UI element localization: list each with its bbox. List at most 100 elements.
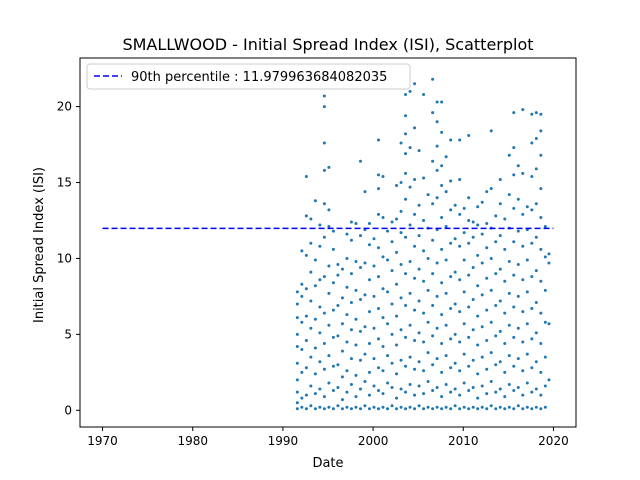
- data-point: [503, 370, 507, 374]
- data-point: [413, 276, 417, 280]
- data-point: [476, 407, 480, 411]
- data-point: [444, 190, 448, 194]
- data-point: [390, 361, 394, 365]
- data-point: [386, 407, 390, 411]
- data-point: [507, 354, 511, 358]
- data-point: [547, 252, 551, 256]
- data-point: [440, 130, 444, 134]
- data-point: [413, 244, 417, 248]
- data-point: [304, 214, 308, 218]
- data-point: [322, 275, 326, 279]
- data-point: [539, 153, 543, 157]
- data-point: [471, 386, 475, 390]
- data-point: [431, 111, 435, 115]
- y-axis-ticks: 0 5 10 15 20: [57, 100, 80, 417]
- data-point: [395, 372, 399, 376]
- data-point: [503, 311, 507, 315]
- data-point: [480, 261, 484, 265]
- legend-box: [86, 63, 411, 90]
- data-point: [444, 405, 448, 409]
- data-point: [413, 308, 417, 312]
- data-point: [512, 206, 516, 210]
- data-point: [345, 390, 349, 394]
- data-point: [390, 386, 394, 390]
- data-point: [467, 305, 471, 309]
- data-point: [377, 275, 380, 279]
- data-point: [295, 401, 299, 405]
- data-point: [422, 407, 426, 411]
- data-point: [354, 405, 358, 409]
- data-point: [458, 407, 462, 411]
- data-point: [377, 246, 380, 250]
- data-point: [336, 263, 340, 267]
- data-point: [345, 313, 349, 317]
- data-point: [507, 382, 511, 386]
- data-point: [358, 266, 362, 270]
- data-point: [354, 259, 358, 263]
- data-point: [336, 334, 340, 338]
- data-point: [395, 314, 399, 318]
- data-point: [547, 261, 551, 265]
- data-point: [521, 310, 525, 314]
- data-point: [295, 378, 299, 382]
- data-point: [539, 341, 543, 345]
- data-point: [386, 229, 390, 233]
- data-point: [476, 314, 480, 318]
- data-point: [485, 276, 489, 280]
- data-point: [435, 100, 439, 104]
- data-point: [395, 343, 399, 347]
- data-point: [358, 358, 362, 362]
- data-point: [507, 193, 511, 197]
- data-point: [367, 407, 371, 411]
- data-point: [295, 345, 299, 349]
- data-point: [453, 361, 457, 365]
- data-point: [422, 392, 426, 396]
- data-point: [480, 355, 484, 359]
- data-point: [327, 264, 331, 268]
- data-point: [458, 340, 462, 344]
- data-point: [489, 379, 493, 383]
- data-point: [304, 393, 308, 397]
- data-point: [349, 300, 353, 304]
- data-point: [399, 181, 403, 185]
- data-point: [322, 168, 326, 172]
- data-point: [458, 393, 462, 397]
- data-point: [408, 185, 412, 189]
- data-point: [331, 364, 335, 368]
- data-point: [539, 187, 543, 191]
- data-point: [458, 212, 462, 216]
- data-point: [539, 393, 543, 397]
- data-point: [404, 272, 408, 276]
- data-point: [512, 173, 516, 177]
- data-point: [404, 197, 408, 201]
- data-point: [381, 255, 385, 259]
- data-point: [300, 396, 304, 400]
- data-point: [530, 390, 534, 394]
- data-point: [372, 326, 376, 330]
- scatter-points: [295, 77, 551, 411]
- data-point: [390, 332, 394, 336]
- data-point: [318, 360, 322, 364]
- data-point: [395, 250, 399, 254]
- data-point: [327, 354, 331, 358]
- data-point: [516, 294, 520, 298]
- data-point: [404, 235, 408, 239]
- data-point: [539, 129, 543, 133]
- data-point: [543, 405, 547, 409]
- data-point: [539, 311, 543, 315]
- data-point: [408, 146, 412, 150]
- data-point: [543, 255, 547, 259]
- data-point: [440, 395, 444, 399]
- data-point: [485, 407, 489, 411]
- data-point: [431, 159, 435, 163]
- data-point: [322, 94, 326, 98]
- data-point: [413, 338, 417, 342]
- data-point: [422, 369, 426, 373]
- data-point: [431, 238, 435, 242]
- data-point: [399, 141, 403, 145]
- data-point: [313, 284, 317, 288]
- data-point: [525, 405, 529, 409]
- data-point: [404, 364, 408, 368]
- data-point: [521, 244, 525, 248]
- data-point: [327, 208, 331, 212]
